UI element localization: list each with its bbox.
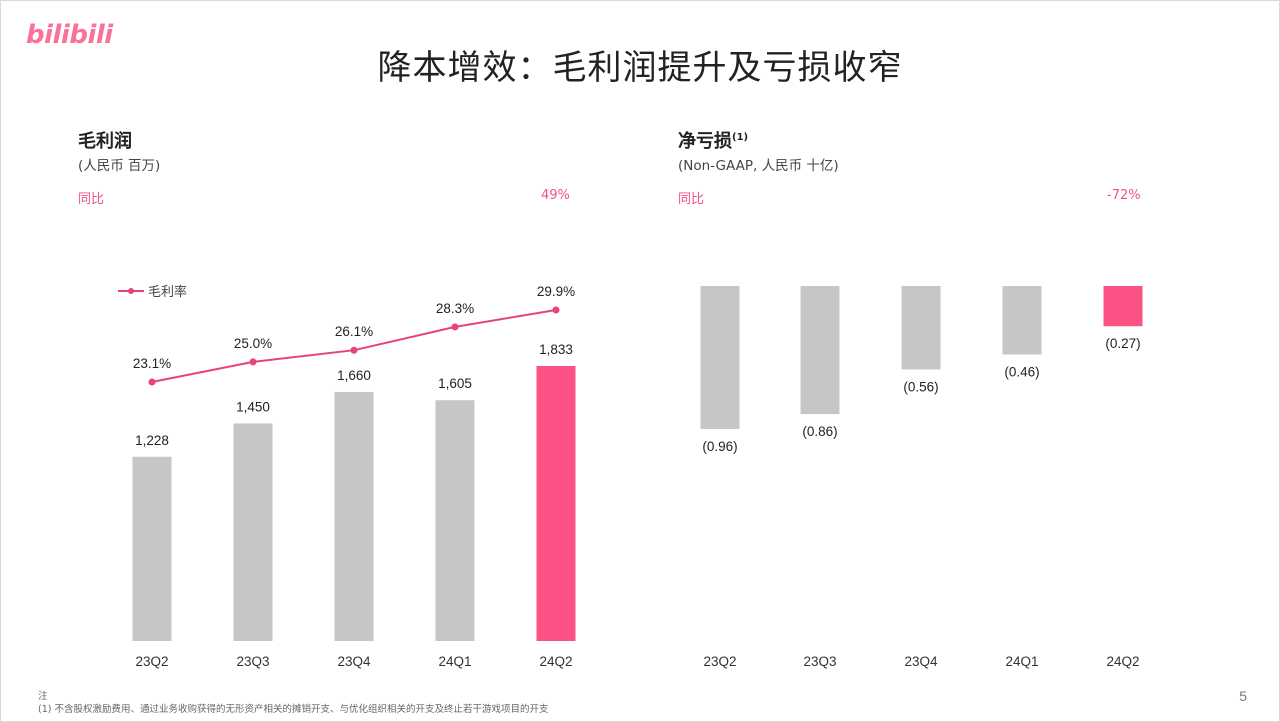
- gross-margin-label: 25.0%: [234, 336, 272, 351]
- gross-profit-bar-23Q2: [132, 456, 172, 641]
- net-loss-yoy-label: 同比: [678, 192, 705, 207]
- gross-profit-bar-23Q4: [334, 391, 374, 641]
- net-loss-value-label: (0.27): [1105, 336, 1140, 351]
- net-loss-x-tick: 23Q2: [703, 654, 736, 669]
- gross-profit-x-tick: 23Q2: [135, 654, 168, 669]
- gross-margin-label: 28.3%: [436, 301, 474, 316]
- net-loss-value-label: (0.46): [1004, 365, 1039, 380]
- gross-profit-bar-24Q1: [435, 400, 475, 641]
- gross-profit-yoy-value: 49%: [541, 188, 570, 203]
- gross-profit-value-label: 1,833: [539, 342, 573, 357]
- gross-profit-value-label: 1,605: [438, 376, 472, 391]
- gross-margin-label: 29.9%: [537, 284, 575, 299]
- net-loss-value-label: (0.56): [903, 379, 938, 394]
- legend-marker: [128, 288, 134, 294]
- legend-label: 毛利率: [148, 284, 187, 299]
- gross-profit-subtitle: (人民币 百万): [78, 158, 161, 174]
- gross-profit-value-label: 1,660: [337, 368, 371, 383]
- page-title: 降本增效：毛利润提升及亏损收窄: [377, 48, 903, 88]
- gross-profit-bar-23Q3: [233, 423, 273, 641]
- net-loss-title-note: (1): [732, 132, 749, 143]
- net-loss-value-label: (0.86): [802, 424, 837, 439]
- gross-profit-value-label: 1,228: [135, 433, 169, 448]
- net-loss-title: 净亏损(1): [678, 127, 748, 153]
- net-loss-x-tick: 24Q1: [1005, 654, 1038, 669]
- gross-profit-bar-24Q2: [536, 366, 576, 641]
- net-loss-bar-23Q2: [700, 286, 740, 429]
- net-loss-x-tick: 23Q3: [803, 654, 836, 669]
- net-loss-bar-24Q1: [1002, 286, 1042, 355]
- gross-margin-point-23Q4: [350, 346, 358, 354]
- gross-margin-label: 26.1%: [335, 324, 373, 339]
- gross-profit-yoy-label: 同比: [78, 192, 105, 207]
- net-loss-bar-23Q3: [800, 286, 840, 415]
- net-loss-bar-24Q2: [1103, 286, 1143, 327]
- net-loss-yoy-value: -72%: [1107, 188, 1141, 203]
- bilibili-logo: bilibili: [26, 20, 113, 50]
- gross-margin-point-23Q2: [148, 378, 156, 386]
- gross-margin-point-24Q2: [552, 306, 560, 314]
- footnote-item: (1) 不含股权激励费用、通过业务收购获得的无形资产相关的摊销开支、与优化组织相…: [38, 704, 549, 715]
- gross-profit-x-tick: 24Q1: [438, 654, 471, 669]
- page-number: 5: [1239, 688, 1247, 704]
- net-loss-value-label: (0.96): [702, 439, 737, 454]
- gross-profit-title: 毛利润: [78, 131, 132, 152]
- gross-profit-x-tick: 23Q3: [236, 654, 269, 669]
- footnote-heading: 注: [38, 691, 48, 702]
- gross-profit-x-tick: 23Q4: [337, 654, 371, 669]
- gross-profit-x-tick: 24Q2: [539, 654, 572, 669]
- net-loss-x-tick: 23Q4: [904, 654, 938, 669]
- net-loss-x-tick: 24Q2: [1106, 654, 1139, 669]
- gross-margin-point-23Q3: [249, 358, 257, 366]
- net-loss-subtitle: (Non-GAAP, 人民币 十亿): [678, 158, 839, 174]
- gross-profit-value-label: 1,450: [236, 399, 270, 414]
- gross-margin-point-24Q1: [451, 323, 459, 331]
- gross-margin-label: 23.1%: [133, 356, 171, 371]
- net-loss-title-text: 净亏损: [678, 131, 732, 152]
- net-loss-bar-23Q4: [901, 286, 941, 370]
